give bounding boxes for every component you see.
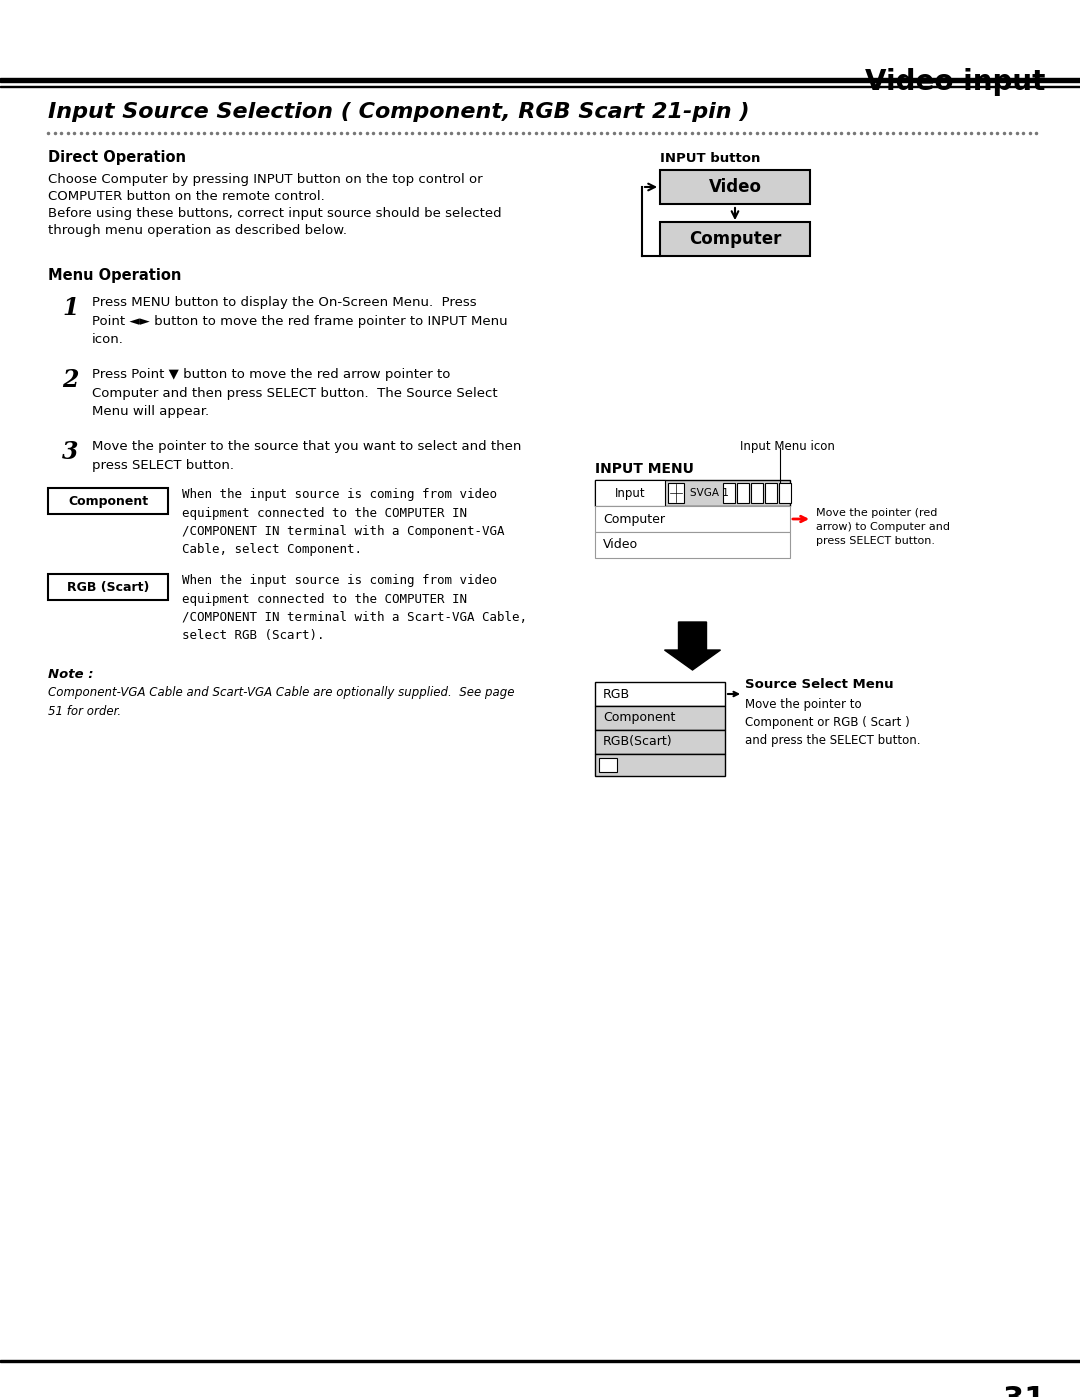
FancyBboxPatch shape (595, 754, 725, 775)
Text: Video: Video (603, 538, 638, 552)
FancyBboxPatch shape (48, 574, 168, 599)
Text: RGB: RGB (603, 687, 630, 700)
FancyBboxPatch shape (48, 488, 168, 514)
Text: Computer: Computer (689, 231, 781, 249)
Text: When the input source is coming from video
equipment connected to the COMPUTER I: When the input source is coming from vid… (183, 574, 527, 643)
Text: INPUT MENU: INPUT MENU (595, 462, 693, 476)
Text: through menu operation as described below.: through menu operation as described belo… (48, 224, 347, 237)
Text: Direct Operation: Direct Operation (48, 149, 186, 165)
Text: 2: 2 (62, 367, 79, 393)
Text: Press MENU button to display the On-Screen Menu.  Press
Point ◄► button to move : Press MENU button to display the On-Scre… (92, 296, 508, 346)
Text: Press Point ▼ button to move the red arrow pointer to
Computer and then press SE: Press Point ▼ button to move the red arr… (92, 367, 498, 418)
Text: SVGA 1: SVGA 1 (690, 488, 729, 497)
FancyBboxPatch shape (595, 705, 725, 731)
Text: RGB(Scart): RGB(Scart) (603, 735, 673, 749)
FancyBboxPatch shape (660, 222, 810, 256)
Text: Choose Computer by pressing INPUT button on the top control or: Choose Computer by pressing INPUT button… (48, 173, 483, 186)
Text: RGB (Scart): RGB (Scart) (67, 581, 149, 594)
FancyBboxPatch shape (595, 731, 725, 754)
FancyBboxPatch shape (723, 483, 735, 503)
Text: 31: 31 (1002, 1384, 1045, 1397)
Text: INPUT button: INPUT button (660, 152, 760, 165)
FancyBboxPatch shape (595, 481, 789, 506)
Text: Component-VGA Cable and Scart-VGA Cable are optionally supplied.  See page
51 fo: Component-VGA Cable and Scart-VGA Cable … (48, 686, 514, 718)
Text: Menu Operation: Menu Operation (48, 268, 181, 284)
FancyBboxPatch shape (660, 170, 810, 204)
Text: Move the pointer (red
arrow) to Computer and
press SELECT button.: Move the pointer (red arrow) to Computer… (816, 509, 950, 546)
Text: 3: 3 (62, 440, 79, 464)
FancyBboxPatch shape (595, 532, 789, 557)
FancyBboxPatch shape (779, 483, 791, 503)
Text: Input Source Selection ( Component, RGB Scart 21-pin ): Input Source Selection ( Component, RGB … (48, 102, 750, 122)
FancyBboxPatch shape (595, 506, 789, 532)
Text: Before using these buttons, correct input source should be selected: Before using these buttons, correct inpu… (48, 207, 501, 219)
Polygon shape (664, 622, 720, 671)
Text: Source Select Menu: Source Select Menu (745, 678, 893, 692)
Text: Move the pointer to the source that you want to select and then
press SELECT but: Move the pointer to the source that you … (92, 440, 522, 472)
Text: Computer: Computer (603, 513, 665, 525)
Text: Input Menu icon: Input Menu icon (740, 440, 835, 453)
Text: Move the pointer to
Component or RGB ( Scart )
and press the SELECT button.: Move the pointer to Component or RGB ( S… (745, 698, 920, 747)
FancyBboxPatch shape (737, 483, 750, 503)
Text: When the input source is coming from video
equipment connected to the COMPUTER I: When the input source is coming from vid… (183, 488, 504, 556)
Bar (0, 85, 1080, 87)
Text: Video: Video (708, 177, 761, 196)
FancyBboxPatch shape (595, 481, 665, 506)
Text: Note :: Note : (48, 668, 94, 680)
Text: Component: Component (68, 495, 148, 507)
Text: Video input: Video input (865, 68, 1045, 96)
FancyBboxPatch shape (765, 483, 777, 503)
Bar (0, 78, 1080, 82)
FancyBboxPatch shape (599, 759, 617, 773)
Text: Input: Input (615, 486, 646, 500)
Bar (0, 1359, 1080, 1362)
Text: COMPUTER button on the remote control.: COMPUTER button on the remote control. (48, 190, 325, 203)
Text: 1: 1 (62, 296, 79, 320)
FancyBboxPatch shape (751, 483, 762, 503)
FancyBboxPatch shape (595, 682, 725, 705)
Text: Component: Component (603, 711, 675, 725)
FancyBboxPatch shape (669, 483, 684, 503)
